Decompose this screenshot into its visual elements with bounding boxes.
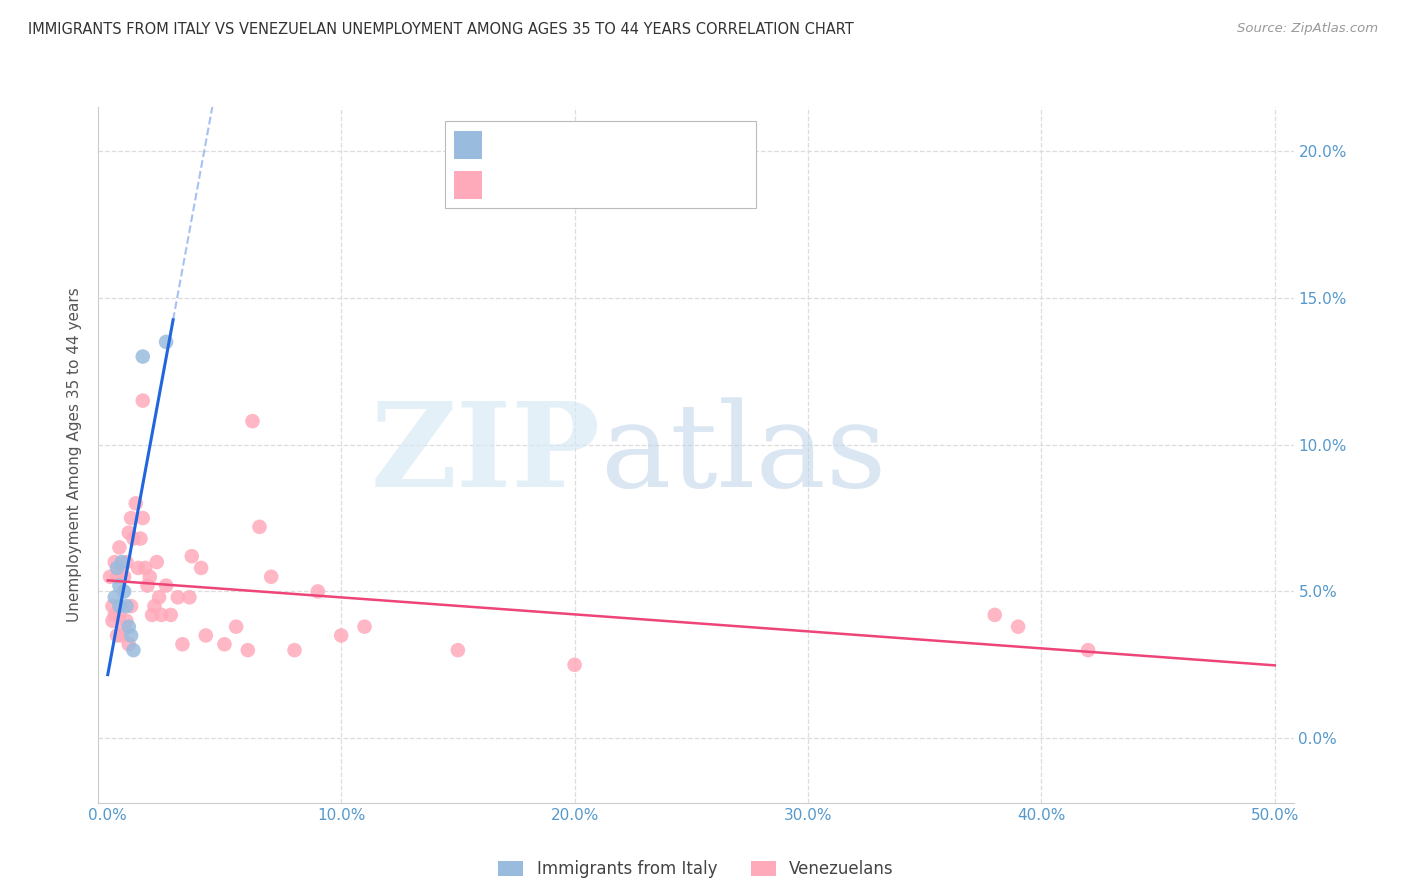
Point [194,628,217,642]
Point [118,620,141,634]
Point [122,532,145,546]
Point [307,584,329,599]
Point [564,657,586,672]
Point [180,549,202,564]
Point [120,511,142,525]
Y-axis label: Unemployment Among Ages 35 to 44 years: Unemployment Among Ages 35 to 44 years [66,287,82,623]
Point [447,643,470,657]
Point [112,570,135,584]
Point [101,614,124,628]
Point [242,414,264,428]
Point [120,628,142,642]
Point [139,570,162,584]
Point [214,637,236,651]
Point [236,643,259,657]
Point [330,628,353,642]
Point [108,578,131,592]
Point [111,555,134,569]
Point [132,393,155,408]
Point [115,599,138,613]
Text: atlas: atlas [600,398,887,512]
Point [108,599,131,613]
Point [132,511,155,525]
Legend: Immigrants from Italy, Venezuelans: Immigrants from Italy, Venezuelans [492,854,900,885]
Text: Source: ZipAtlas.com: Source: ZipAtlas.com [1237,22,1378,36]
Point [108,541,131,555]
Point [132,350,155,364]
Point [111,628,134,642]
Point [166,591,188,605]
Point [129,532,152,546]
Point [172,637,194,651]
Point [984,607,1007,622]
Point [115,614,138,628]
Point [118,637,141,651]
Point [353,620,375,634]
Point [118,525,141,540]
Point [104,555,127,569]
Point [105,628,128,642]
Text: ZIP: ZIP [370,398,600,512]
Point [125,496,148,510]
Point [136,578,159,592]
Point [283,643,305,657]
Point [108,607,131,622]
Point [159,607,181,622]
Point [115,555,138,569]
Point [155,334,177,349]
Point [179,591,201,605]
Point [98,570,121,584]
Point [1077,643,1099,657]
Point [141,607,163,622]
Text: IMMIGRANTS FROM ITALY VS VENEZUELAN UNEMPLOYMENT AMONG AGES 35 TO 44 YEARS CORRE: IMMIGRANTS FROM ITALY VS VENEZUELAN UNEM… [28,22,853,37]
Point [155,578,177,592]
Point [120,599,142,613]
Point [104,591,127,605]
Point [249,520,271,534]
Point [101,599,124,613]
Point [1007,620,1029,634]
Point [104,607,127,622]
Point [190,561,212,575]
Point [260,570,283,584]
Point [148,591,170,605]
Point [225,620,247,634]
Point [112,584,135,599]
Point [112,620,135,634]
Point [111,561,134,575]
Point [150,607,173,622]
Point [146,555,169,569]
Point [143,599,166,613]
Point [105,561,128,575]
Point [122,643,145,657]
Point [127,561,149,575]
Point [134,561,156,575]
Point [105,570,128,584]
